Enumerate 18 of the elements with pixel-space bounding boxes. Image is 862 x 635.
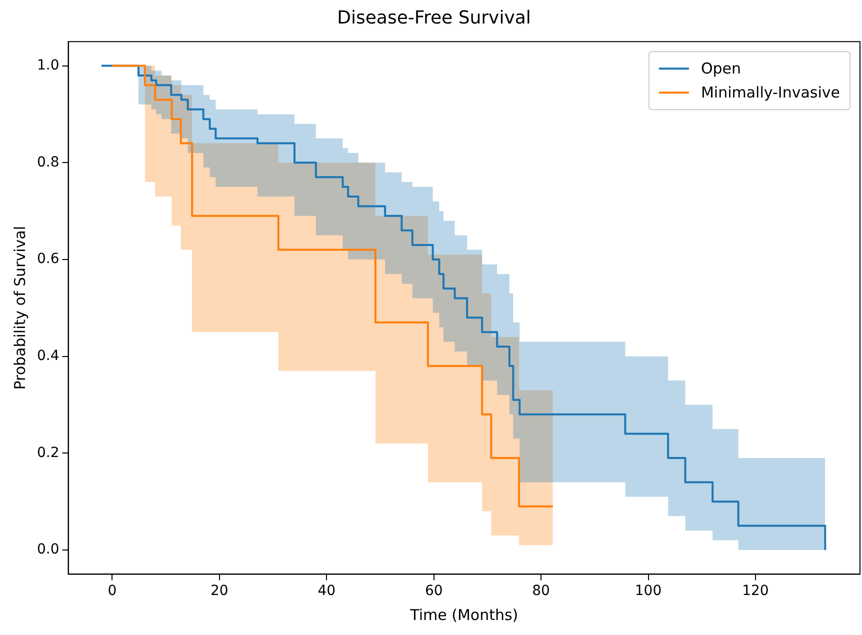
- y-tick-label: 0.0: [37, 542, 60, 558]
- x-tick-label: 0: [108, 583, 117, 600]
- y-tick-label: 0.4: [37, 348, 60, 364]
- y-axis-title: Probability of Survival: [10, 226, 29, 390]
- y-tick-label: 0.2: [37, 444, 60, 461]
- chart-title: Disease-Free Survival: [337, 7, 531, 28]
- legend-label: Minimally-Invasive: [700, 83, 840, 102]
- legend-label: Open: [700, 59, 742, 78]
- x-tick-label: 80: [532, 583, 550, 600]
- x-tick-label: 20: [210, 583, 228, 600]
- x-tick-label: 100: [634, 583, 662, 600]
- y-tick-label: 0.8: [37, 154, 60, 170]
- x-tick-label: 120: [742, 583, 769, 600]
- y-tick-label: 0.6: [37, 251, 60, 268]
- x-tick-label: 40: [318, 583, 336, 600]
- x-tick-label: 60: [424, 583, 443, 600]
- x-axis-title: Time (Months): [409, 606, 518, 624]
- y-tick-label: 1.0: [37, 57, 60, 74]
